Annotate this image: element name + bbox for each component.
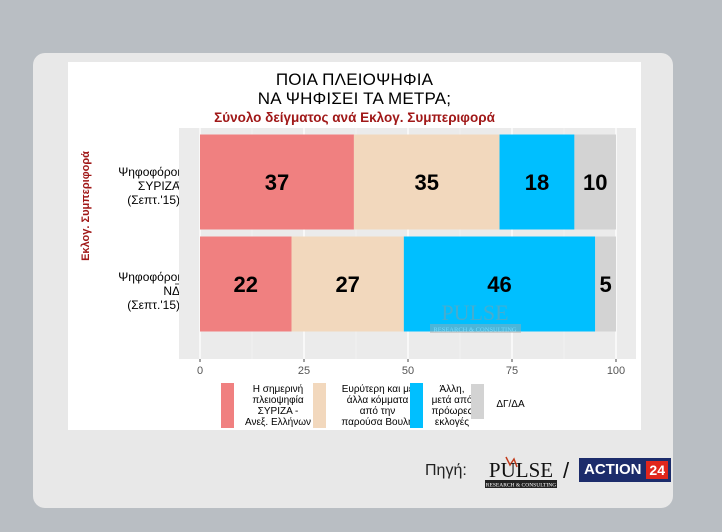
x-tick-label: 75	[506, 365, 518, 377]
action24-logo-number: 24	[646, 461, 668, 479]
pulse-watermark-logo: PULSE RESEARCH & CONSULTING	[430, 300, 521, 334]
bar-segment	[403, 236, 596, 332]
x-tick-label: 100	[607, 365, 625, 377]
pulse-logo-subtext: RESEARCH & CONSULTING	[486, 483, 556, 489]
legend-label: Ανεξ. Ελλήνων	[245, 416, 311, 428]
category-label-line: ΣΥΡΙΖΑ	[137, 179, 180, 193]
chart-subtitle: Σύνολο δείγματος ανά Εκλογ. Συμπεριφορά	[214, 110, 495, 125]
legend-swatch	[410, 383, 423, 428]
x-tick-label: 50	[402, 365, 414, 377]
chart-title-line1: ΠΟΙΑ ΠΛΕΙΟΨΗΦΙΑ	[275, 70, 434, 89]
data-label: 27	[335, 272, 359, 297]
chart-title-line2: ΝΑ ΨΗΦΙΣΕΙ ΤΑ ΜΕΤΡΑ;	[257, 89, 452, 108]
legend-swatch	[221, 383, 234, 428]
action24-logo-text: ACTION	[584, 461, 642, 478]
pulse-logo: PULSE RESEARCH & CONSULTING	[485, 456, 557, 489]
legend-label: παρούσα Βουλή	[341, 416, 413, 428]
category-label-line: Ψηφοφόροι	[118, 270, 180, 284]
bar-segment	[200, 134, 354, 230]
data-label: 10	[583, 170, 607, 195]
svg-text:RESEARCH & CONSULTING: RESEARCH & CONSULTING	[433, 327, 516, 334]
category-label-line: (Σεπτ.'15)	[127, 298, 180, 312]
data-label: 22	[234, 272, 258, 297]
category-label-line: ΝΔ	[163, 284, 180, 298]
pulse-logo-text: PULSE	[489, 458, 553, 482]
legend-label: από την	[360, 405, 396, 417]
legend-swatch	[471, 384, 484, 419]
data-label: 5	[599, 272, 611, 297]
bar-segment	[291, 236, 404, 332]
legend-label: Η σημερινή	[253, 383, 303, 395]
category-label-line: (Σεπτ.'15)	[127, 193, 180, 207]
bar-segment	[200, 236, 292, 332]
x-tick-label: 25	[298, 365, 310, 377]
bar-segment	[499, 134, 575, 230]
legend-swatch	[313, 383, 326, 428]
category-label-syriza: Ψηφοφόροι ΣΥΡΙΖΑ (Σεπτ.'15)	[72, 165, 180, 207]
logo-separator: /	[563, 458, 570, 483]
category-label-nd: Ψηφοφόροι ΝΔ (Σεπτ.'15)	[72, 270, 180, 312]
bar-segment	[595, 236, 616, 332]
legend-label: μετά από	[432, 394, 473, 406]
stacked-bar-chart: 0 25 50 75 100 37 35 18 10 22 27 46 5 Η σημερινήπλειο…	[175, 128, 636, 428]
chart-card: ΠΟΙΑ ΠΛΕΙΟΨΗΦΙΑ ΝΑ ΨΗΦΙΣΕΙ ΤΑ ΜΕΤΡΑ; Σύν…	[68, 62, 641, 430]
bar-segment	[574, 134, 616, 230]
x-tick-label: 0	[197, 365, 203, 377]
action24-logo: ACTION 24	[579, 458, 671, 482]
legend-label: Άλλη,	[439, 384, 464, 395]
legend-label: πλειοψηφία	[252, 394, 304, 406]
legend-label: ΣΥΡΙΖΑ -	[258, 406, 299, 417]
svg-text:PULSE: PULSE	[441, 300, 508, 325]
legend-label: ΔΓ/ΔΑ	[496, 399, 525, 410]
category-label-line: Ψηφοφόροι	[118, 165, 180, 179]
bar-segment	[353, 134, 500, 230]
data-label: 37	[265, 170, 289, 195]
legend-label: Ευρύτερη και με	[342, 383, 414, 395]
data-label: 46	[487, 272, 511, 297]
data-label: 35	[414, 170, 438, 195]
legend-label: εκλογές	[435, 416, 469, 428]
source-label: Πηγή:	[425, 462, 467, 479]
legend-label: πρόωρες	[432, 405, 473, 417]
legend-label: άλλα κόμματα	[347, 394, 409, 406]
data-label: 18	[525, 170, 549, 195]
